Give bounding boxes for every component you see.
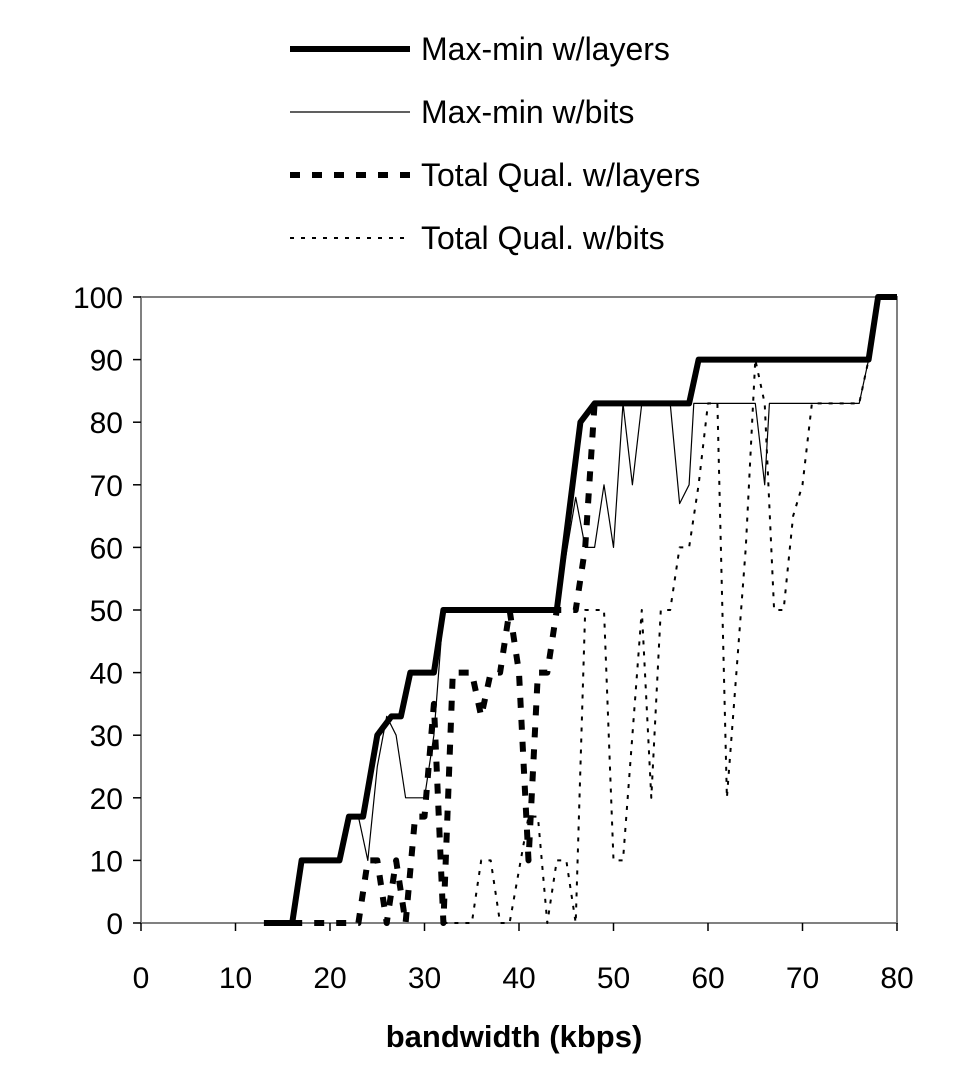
legend-label-1: Max-min w/layers	[421, 31, 670, 67]
series-line-3	[292, 403, 598, 926]
x-axis-label: bandwidth (kbps)	[386, 1019, 643, 1054]
y-tick-label: 10	[90, 845, 123, 878]
x-tick-label: 30	[408, 962, 441, 995]
series-line-4	[443, 358, 870, 924]
x-tick-label: 40	[502, 962, 535, 995]
x-tick-label: 10	[219, 962, 252, 995]
y-tick-label: 70	[90, 470, 123, 503]
legend-label-4: Total Qual. w/bits	[421, 220, 665, 256]
x-tick-label: 50	[597, 962, 630, 995]
y-tick-label: 40	[90, 658, 123, 691]
y-tick-label: 80	[90, 407, 123, 440]
y-tick-label: 50	[90, 595, 123, 628]
series-layer	[263, 294, 897, 926]
legend-label-3: Total Qual. w/layers	[421, 157, 700, 193]
x-tick-label: 80	[880, 962, 913, 995]
y-tick-label: 30	[90, 720, 123, 753]
y-tick-label: 20	[90, 783, 123, 816]
series-line-1	[263, 294, 897, 926]
legend-label-2: Max-min w/bits	[421, 94, 634, 130]
y-tick-label: 60	[90, 532, 123, 565]
legend: Max-min w/layers Max-min w/bits Total Qual…	[290, 31, 700, 256]
x-tick-label: 70	[786, 962, 819, 995]
x-tick-label: 20	[313, 962, 346, 995]
y-tick-label: 90	[90, 345, 123, 378]
series-line-2	[357, 359, 870, 862]
y-tick-label: 100	[73, 282, 123, 315]
x-tick-label: 0	[133, 962, 150, 995]
y-tick-label: 0	[106, 908, 123, 941]
axes: 0 10 20 30 40 50 60 70 80 90 100 0 10 20 30 40 50 60 70 80	[73, 282, 914, 995]
x-tick-label: 60	[691, 962, 724, 995]
